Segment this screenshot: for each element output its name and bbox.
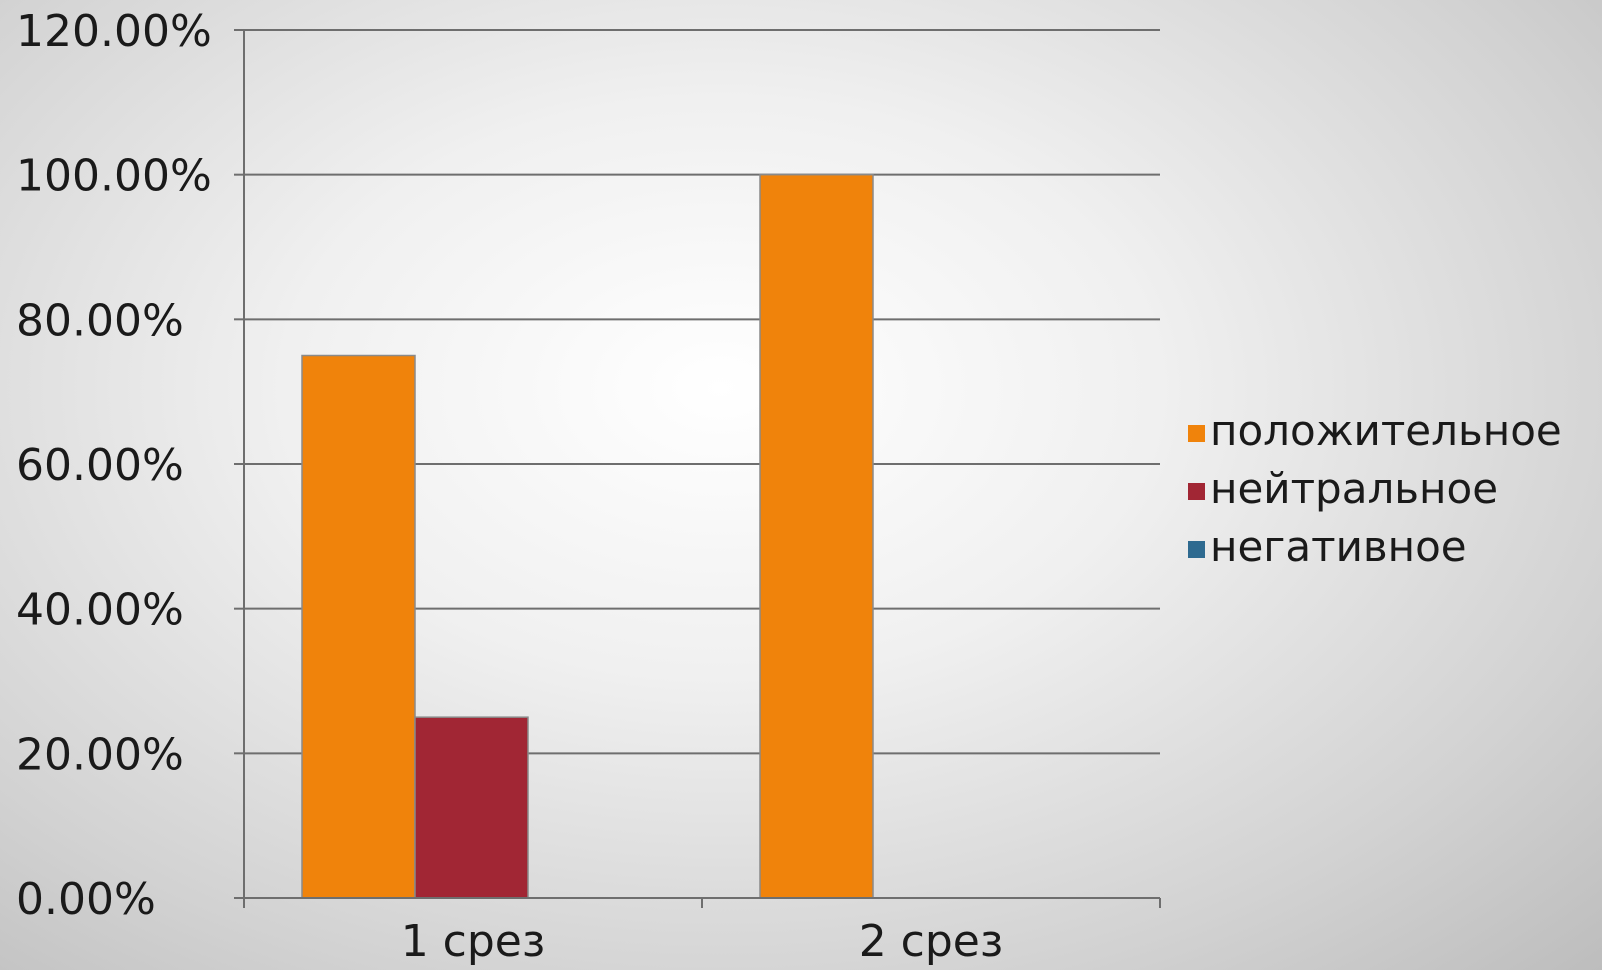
y-tick-label: 20.00% [16,729,184,780]
y-tick-label: 0.00% [16,874,156,925]
bars [301,173,874,899]
legend-label: негативное [1210,522,1467,571]
bar-нейтральное-1-срез [414,716,529,899]
legend-swatch [1188,541,1205,558]
y-tick-label: 40.00% [16,585,184,636]
y-axis-tick-labels: 0.00% 20.00% 40.00% 60.00% 80.00% 100.00% 120.… [16,6,212,925]
y-tick-label: 60.00% [16,440,184,491]
x-axis-category-labels: 1 срез 2 срез [401,916,1004,967]
y-tick-label: 80.00% [16,295,184,346]
bar-положительное-2-срез [759,173,874,899]
y-tick-label: 120.00% [16,6,212,57]
legend-label: нейтральное [1210,464,1498,513]
x-category-label: 1 срез [401,916,546,967]
legend-swatch [1188,483,1205,500]
legend-swatch [1188,425,1205,442]
bar-положительное-1-срез [301,354,416,899]
x-category-label: 2 срез [859,916,1004,967]
legend: положительное нейтральное негативное [1188,406,1562,571]
y-tick-label: 100.00% [16,151,212,202]
axes [234,29,1161,908]
legend-label: положительное [1210,406,1562,455]
